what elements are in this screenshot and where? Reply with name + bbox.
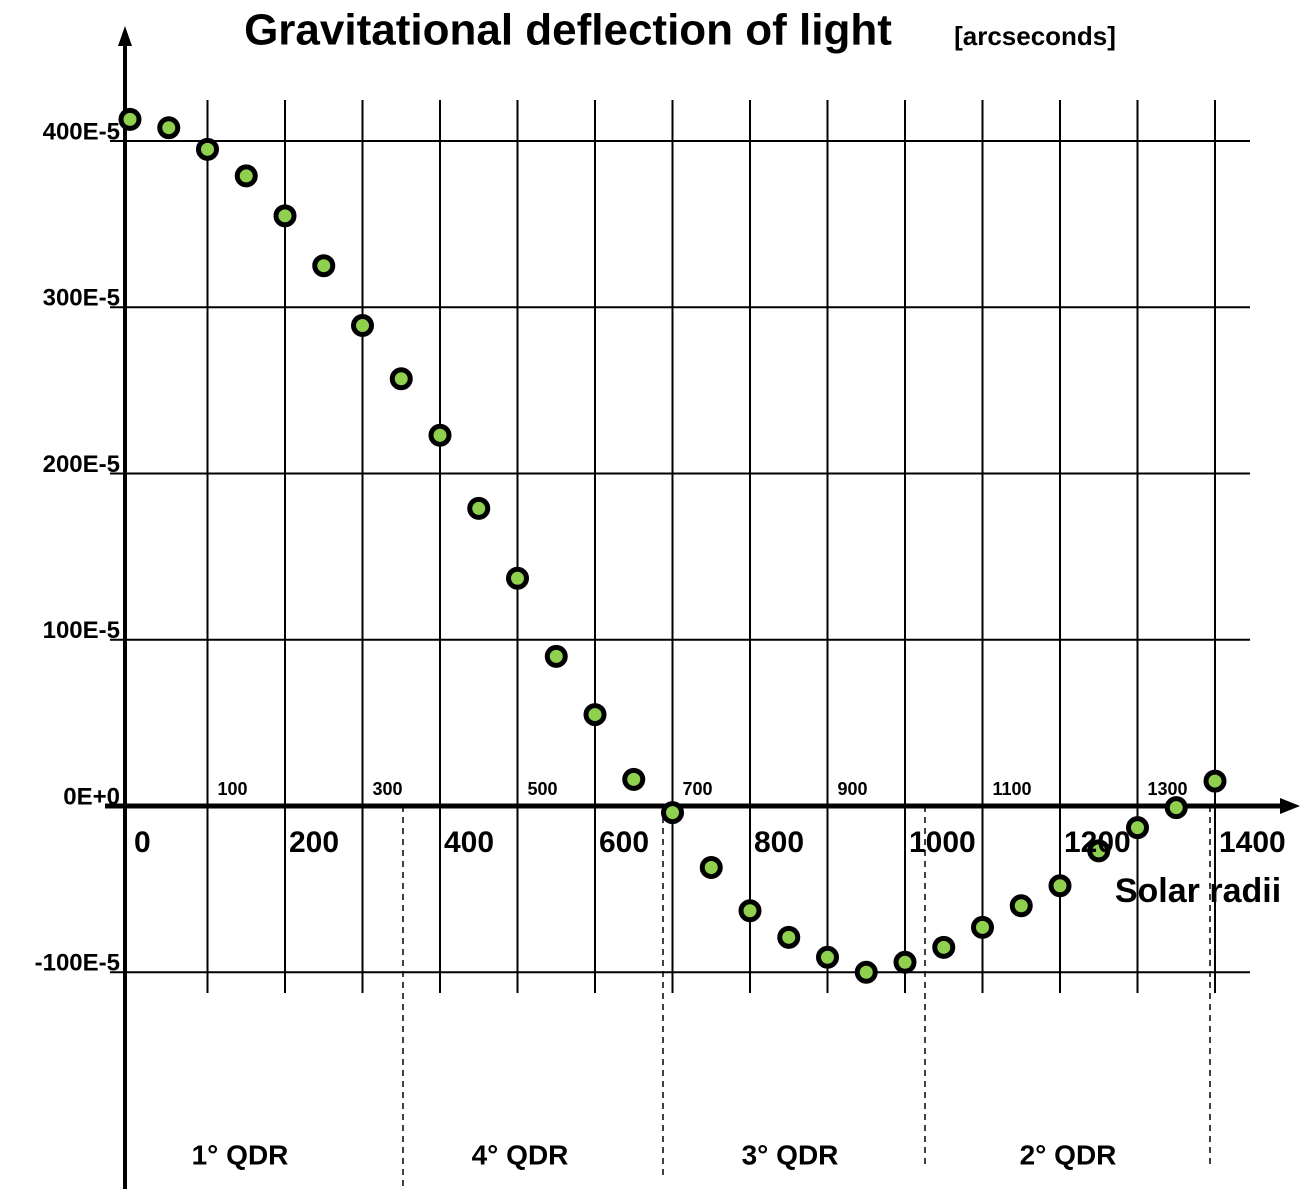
point xyxy=(351,314,374,338)
point xyxy=(1203,769,1227,793)
quadrant-dividers xyxy=(402,806,1211,1189)
chart-title: Gravitational deflection of light xyxy=(244,6,892,55)
quadrant-label: 1° QDR xyxy=(192,1139,289,1170)
point xyxy=(506,566,529,590)
quadrant-label: 4° QDR xyxy=(472,1139,569,1170)
x-axis-label: Solar radii xyxy=(1115,872,1281,910)
point xyxy=(467,496,491,520)
point xyxy=(816,945,839,969)
y-tick-label: 400E-5 xyxy=(43,118,120,145)
x-minor-tick-label: 900 xyxy=(838,779,868,799)
x-minor-tick-label: 300 xyxy=(373,779,403,799)
y-tick-label: 0E+0 xyxy=(63,783,120,810)
x-minor-tick-label: 500 xyxy=(528,779,558,799)
x-minor-tick-label: 700 xyxy=(683,779,713,799)
point xyxy=(544,644,568,668)
point xyxy=(157,116,181,140)
point xyxy=(699,856,723,880)
point xyxy=(312,254,336,278)
point xyxy=(234,164,258,188)
x-tick-label: 800 xyxy=(754,826,804,859)
point xyxy=(428,423,452,447)
point xyxy=(893,950,917,974)
point xyxy=(1126,816,1149,840)
x-minor-tick-label: 1100 xyxy=(993,779,1032,799)
y-tick-label: 100E-5 xyxy=(43,617,120,644)
grid xyxy=(110,100,1250,993)
point xyxy=(273,204,297,228)
point xyxy=(622,767,646,791)
x-minor-tick-label: 100 xyxy=(218,779,248,799)
chart-subtitle: [arcseconds] xyxy=(954,21,1116,51)
point xyxy=(932,935,956,959)
point xyxy=(777,925,801,949)
point xyxy=(389,367,413,391)
point xyxy=(583,703,607,727)
x-tick-label: 200 xyxy=(289,826,339,859)
point xyxy=(1164,796,1188,820)
y-tick-label: 300E-5 xyxy=(43,285,120,312)
y-tick-label: 200E-5 xyxy=(43,451,120,478)
quadrant-label: 3° QDR xyxy=(742,1139,839,1170)
x-tick-label: 1200 xyxy=(1064,826,1131,859)
point xyxy=(661,801,684,825)
point xyxy=(1048,874,1072,898)
x-axis-arrow xyxy=(1280,798,1300,814)
quadrant-label: 2° QDR xyxy=(1020,1139,1117,1170)
point xyxy=(196,137,219,161)
x-tick-label: 400 xyxy=(444,826,494,859)
y-tick-label: -100E-5 xyxy=(35,950,120,977)
point xyxy=(118,107,142,131)
point xyxy=(1009,894,1033,918)
y-axis-arrow xyxy=(118,26,132,46)
point xyxy=(971,915,994,939)
point xyxy=(854,960,878,984)
points xyxy=(118,107,1227,984)
point xyxy=(1087,839,1111,863)
x-tick-label: 1400 xyxy=(1219,826,1286,859)
x-tick-label: 600 xyxy=(599,826,649,859)
x-tick-label: 0 xyxy=(134,826,151,859)
x-minor-tick-label: 1300 xyxy=(1148,779,1188,799)
point xyxy=(738,899,762,923)
x-tick-label: 1000 xyxy=(909,826,976,859)
